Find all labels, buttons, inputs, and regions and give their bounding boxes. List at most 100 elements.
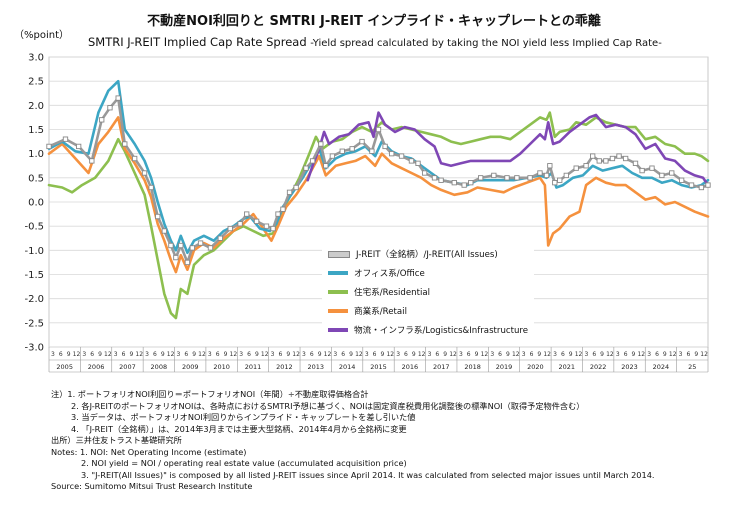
series-marker <box>197 240 204 246</box>
series-marker <box>359 138 365 145</box>
legend-label: 商業系/Retail <box>354 307 407 317</box>
legend-swatch <box>328 328 348 332</box>
series-marker <box>573 165 579 171</box>
series-marker <box>369 148 375 154</box>
series-marker <box>178 242 184 249</box>
series-marker <box>339 148 345 154</box>
series-line-4 <box>306 111 710 187</box>
series-marker <box>527 175 533 181</box>
series-marker <box>603 158 609 164</box>
x-month-tick-label: 6 <box>279 351 283 358</box>
series-marker <box>155 213 161 220</box>
y-tick-label: 2.0 <box>28 101 44 112</box>
x-month-tick-label: 9 <box>632 351 636 358</box>
series-marker <box>122 141 128 147</box>
x-year-label: 2016 <box>402 363 419 371</box>
series-marker <box>217 235 223 241</box>
x-month-tick-label: 12 <box>700 351 708 358</box>
legend-entry: 物流・インフラ系/Logistics&Infrastructure <box>328 322 528 338</box>
legend-entry: オフィス系/Office <box>328 265 425 281</box>
x-month-tick-label: 12 <box>261 351 269 358</box>
x-month-tick-label: 3 <box>428 351 432 358</box>
series-marker <box>263 223 270 229</box>
series-marker <box>46 143 52 150</box>
x-month-tick-label: 3 <box>302 351 306 358</box>
x-month-tick-label: 12 <box>73 351 81 358</box>
x-month-tick-label: 6 <box>373 351 377 358</box>
x-month-tick-label: 12 <box>481 351 489 358</box>
footnote-line: 3. 当データは、ポートフォリオNOI利回りからインプライド・キャップレートを差… <box>71 412 416 422</box>
x-month-tick-label: 6 <box>498 351 502 358</box>
x-month-tick-label: 3 <box>616 351 620 358</box>
series-marker <box>303 165 309 171</box>
x-month-tick-label: 6 <box>435 351 439 358</box>
x-month-tick-label: 12 <box>606 351 614 358</box>
x-month-tick-label: 12 <box>449 351 457 358</box>
series-marker <box>270 225 276 232</box>
y-tick-label: 1.0 <box>28 149 44 160</box>
x-month-tick-label: 3 <box>114 351 118 358</box>
x-month-tick-label: 6 <box>310 351 314 358</box>
x-month-tick-label: 6 <box>561 351 565 358</box>
series-marker <box>173 254 179 261</box>
series-marker <box>415 160 421 166</box>
y-tick-label: -2.0 <box>24 294 44 305</box>
x-month-tick-label: 9 <box>224 351 228 358</box>
x-month-tick-label: 9 <box>381 351 385 358</box>
series-marker <box>89 158 95 164</box>
x-month-tick-label: 12 <box>230 351 238 358</box>
x-year-label: 2008 <box>151 363 168 371</box>
y-tick-label: -3.0 <box>24 343 44 354</box>
series-marker <box>253 218 260 224</box>
x-month-tick-label: 9 <box>192 351 196 358</box>
series-marker <box>639 167 645 174</box>
series-marker <box>552 180 558 186</box>
series-marker <box>318 141 324 147</box>
x-month-tick-label: 9 <box>129 351 133 358</box>
legend-label: 物流・インフラ系/Logistics&Infrastructure <box>354 326 529 336</box>
x-month-tick-label: 9 <box>663 351 667 358</box>
x-year-label: 2010 <box>213 363 230 371</box>
x-month-tick-label: 6 <box>216 351 220 358</box>
series-line-1 <box>47 79 710 255</box>
x-year-label: 25 <box>688 363 696 371</box>
legend-swatch <box>328 250 350 258</box>
x-month-tick-label: 9 <box>67 351 71 358</box>
x-month-tick-label: 3 <box>239 351 243 358</box>
legend-label: オフィス系/Office <box>354 269 425 279</box>
series-marker <box>227 225 233 232</box>
chart-title-en-main: SMTRI J-REIT Implied Cap Rate Spread <box>88 35 307 49</box>
legend-entry: 商業系/Retail <box>328 303 407 319</box>
x-month-tick-label: 12 <box>292 351 300 358</box>
x-month-tick-label: 12 <box>167 351 175 358</box>
series-marker <box>107 105 113 111</box>
x-year-label: 2017 <box>433 363 450 371</box>
footnote-line: Notes: 1. NOI: Net Operating Income (est… <box>51 446 247 457</box>
series-marker <box>76 143 82 150</box>
y-tick-label: -0.5 <box>24 222 44 233</box>
footnote-line: 4. 「J-REIT（全銘柄）」は、2014年3月までは主要大型銘柄、2014年… <box>71 423 407 434</box>
x-month-tick-label: 9 <box>161 351 165 358</box>
chart-legend: J-REIT（全銘柄）/J-REIT(All Issues) オフィス系/Offi… <box>322 242 534 346</box>
series-marker <box>537 170 543 176</box>
x-month-tick-label: 3 <box>365 351 369 358</box>
x-month-tick-label: 12 <box>386 351 394 358</box>
x-month-tick-label: 9 <box>255 351 259 358</box>
x-year-label: 2011 <box>245 363 262 371</box>
series-marker <box>398 153 405 159</box>
y-tick-label: -2.5 <box>24 318 44 329</box>
legend-entry: J-REIT（全銘柄）/J-REIT(All Issues) <box>328 246 498 262</box>
series-marker <box>329 153 336 159</box>
x-month-tick-label: 9 <box>506 351 510 358</box>
x-month-tick-label: 6 <box>122 351 126 358</box>
x-month-tick-label: 6 <box>247 351 251 358</box>
x-month-tick-label: 6 <box>184 351 188 358</box>
series-marker <box>132 155 138 162</box>
x-month-tick-label: 9 <box>600 351 604 358</box>
x-month-tick-label: 12 <box>104 351 112 358</box>
x-year-label: 2009 <box>182 363 199 371</box>
footnote-line: Source: Sumitomo Mitsui Trust Research I… <box>51 481 253 491</box>
x-month-tick-label: 3 <box>647 351 651 358</box>
series-marker <box>115 95 121 101</box>
footnote-line: 2. 各J-REITのポートフォリオNOIは、各時点におけるSMTRI予想に基づ… <box>71 400 585 411</box>
